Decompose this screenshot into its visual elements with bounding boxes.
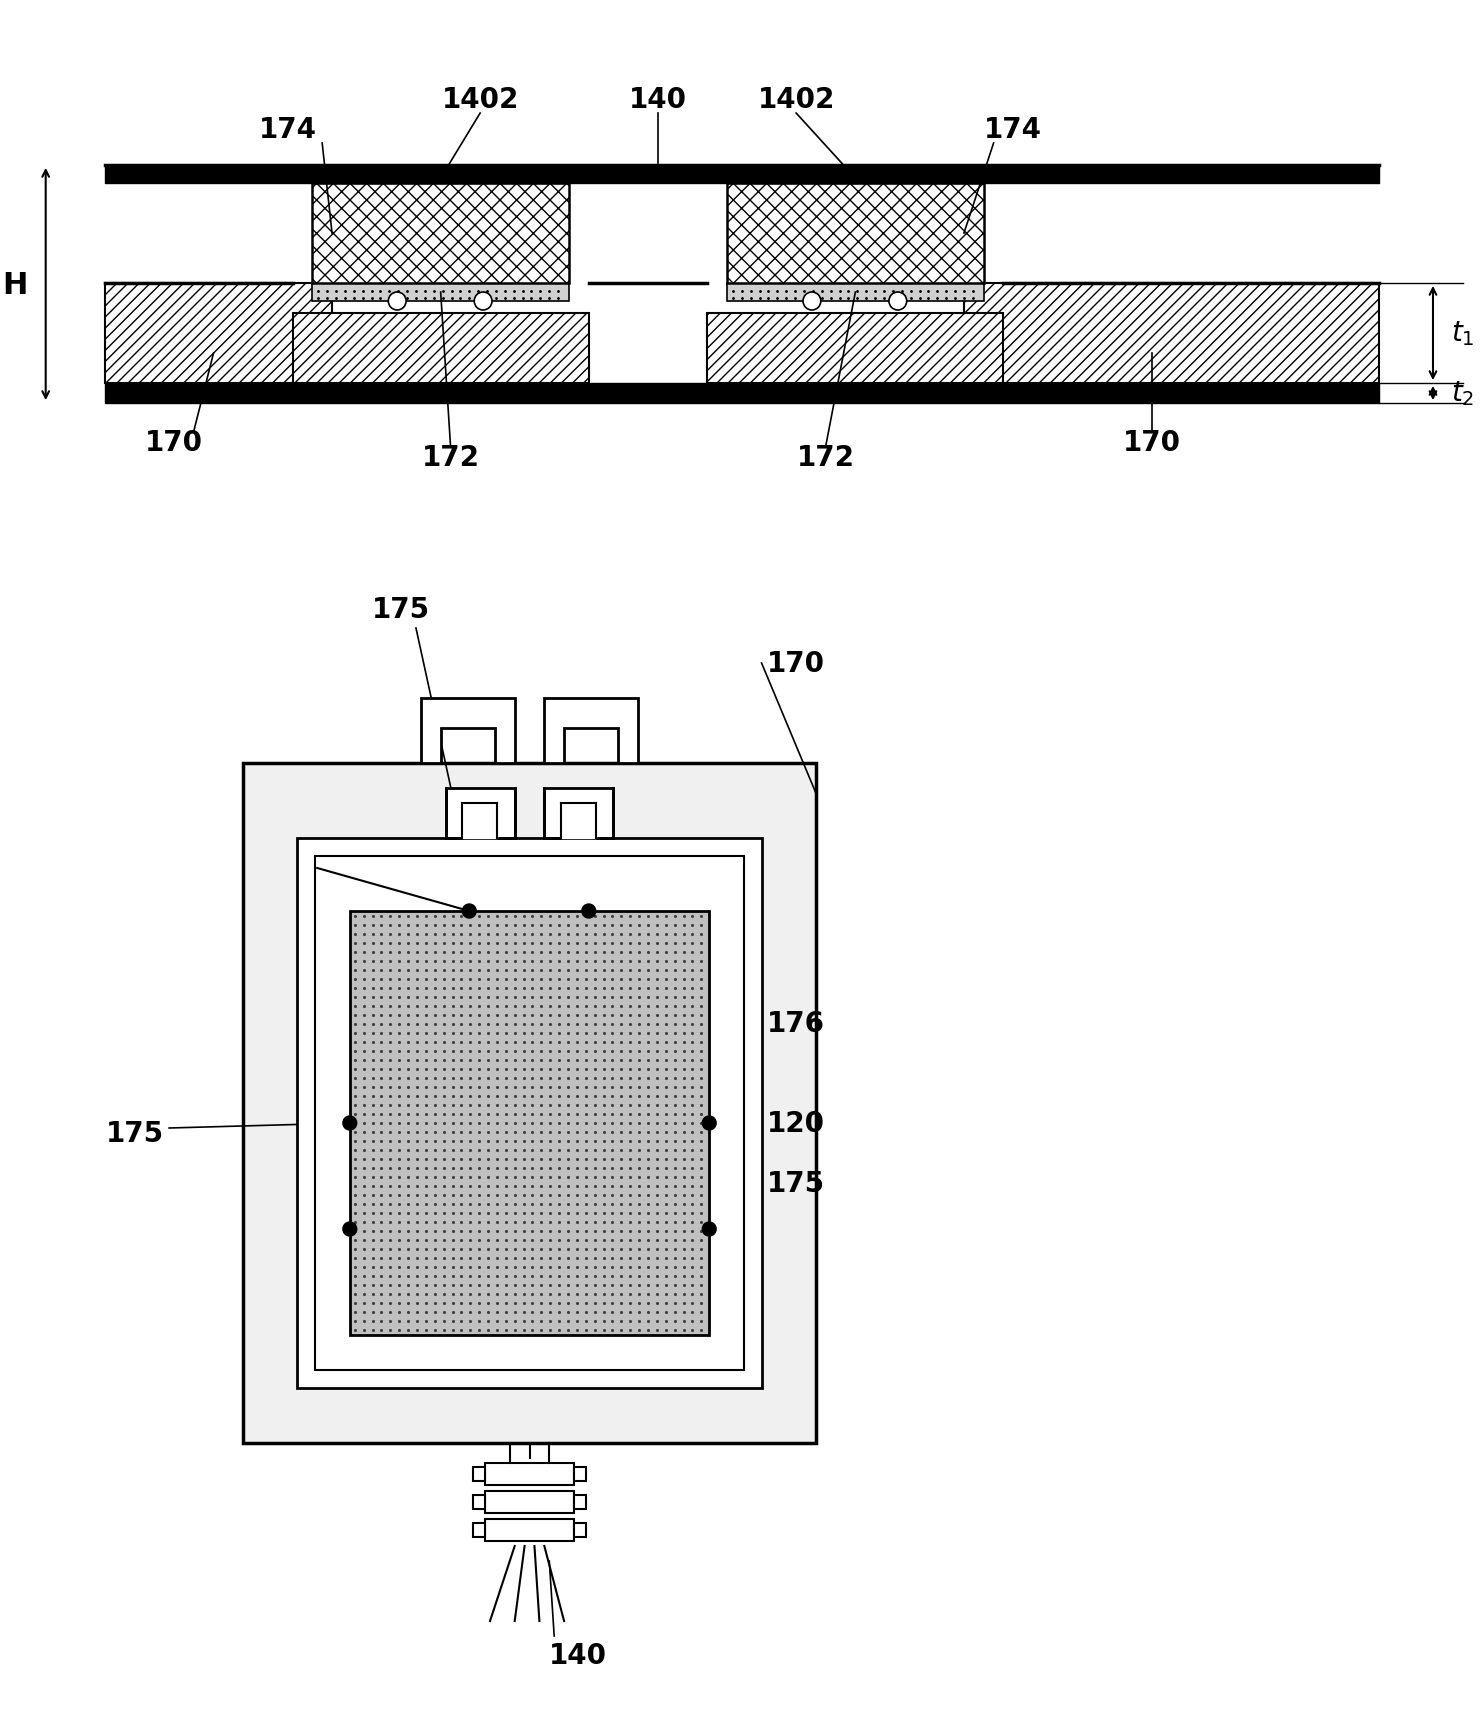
- Circle shape: [462, 905, 477, 918]
- Bar: [574, 1523, 586, 1537]
- Bar: [297, 839, 762, 1389]
- Bar: [349, 911, 709, 1335]
- Circle shape: [889, 293, 907, 310]
- Text: 120: 120: [767, 1110, 824, 1137]
- Bar: [727, 284, 984, 302]
- Bar: [707, 314, 1003, 384]
- Bar: [293, 314, 589, 384]
- Circle shape: [474, 293, 491, 310]
- Bar: [105, 284, 332, 384]
- Text: 140: 140: [549, 1640, 607, 1670]
- Circle shape: [388, 293, 406, 310]
- Text: $t_1$: $t_1$: [1450, 319, 1474, 348]
- Bar: [485, 1463, 574, 1485]
- Text: 176: 176: [767, 1010, 824, 1037]
- Bar: [462, 803, 497, 839]
- Bar: [315, 856, 744, 1370]
- Text: 170: 170: [1122, 429, 1181, 457]
- Bar: [474, 1468, 485, 1482]
- Polygon shape: [545, 698, 638, 763]
- Bar: [445, 789, 515, 839]
- Circle shape: [582, 905, 595, 918]
- Bar: [727, 165, 984, 184]
- Bar: [105, 384, 1379, 403]
- Bar: [727, 184, 984, 284]
- Bar: [312, 284, 568, 302]
- Bar: [312, 184, 568, 284]
- Text: 1402: 1402: [441, 86, 519, 114]
- Bar: [312, 165, 568, 184]
- Circle shape: [703, 1117, 716, 1130]
- Text: $t_2$: $t_2$: [1450, 379, 1474, 408]
- Text: 172: 172: [796, 445, 855, 472]
- Circle shape: [343, 1117, 357, 1130]
- Bar: [963, 284, 1379, 384]
- Bar: [561, 803, 595, 839]
- Text: 172: 172: [422, 445, 480, 472]
- Circle shape: [343, 1222, 357, 1237]
- Text: 170: 170: [145, 429, 203, 457]
- Text: 175: 175: [767, 1170, 824, 1197]
- Text: 174: 174: [984, 115, 1042, 145]
- Circle shape: [804, 293, 821, 310]
- Bar: [574, 1496, 586, 1509]
- Text: 170: 170: [767, 650, 824, 677]
- Text: 175: 175: [107, 1120, 164, 1148]
- Circle shape: [703, 1222, 716, 1237]
- Text: H: H: [3, 271, 28, 300]
- Bar: [545, 789, 613, 839]
- Polygon shape: [420, 698, 515, 763]
- Text: 174: 174: [259, 115, 317, 145]
- Text: 175: 175: [371, 596, 431, 624]
- Bar: [474, 1496, 485, 1509]
- Bar: [485, 1520, 574, 1540]
- Text: 1402: 1402: [758, 86, 835, 114]
- Bar: [243, 763, 815, 1444]
- Text: 140: 140: [629, 86, 687, 114]
- Bar: [485, 1490, 574, 1513]
- Bar: [574, 1468, 586, 1482]
- Bar: [474, 1523, 485, 1537]
